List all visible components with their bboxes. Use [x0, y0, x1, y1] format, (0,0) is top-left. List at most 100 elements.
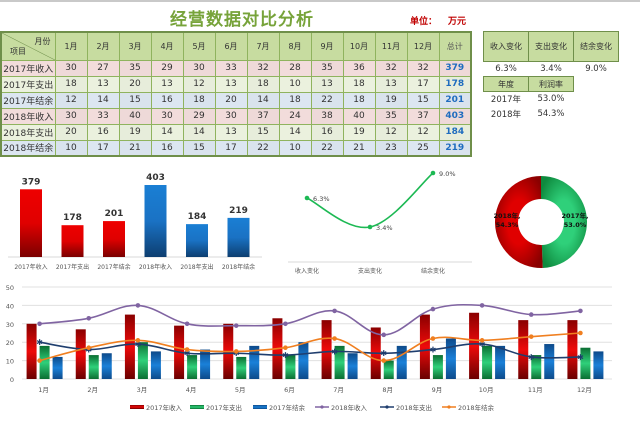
- page-title: 经营数据对比分析: [170, 10, 314, 30]
- column-header: 3月: [118, 31, 152, 61]
- unit-value: 万元: [448, 17, 467, 27]
- svg-text:✱: ✱: [85, 346, 92, 355]
- svg-text:3月: 3月: [137, 386, 148, 394]
- svg-text:178: 178: [63, 213, 82, 223]
- cell-value: 27: [86, 59, 120, 77]
- cell-value: 17: [214, 139, 248, 157]
- cell-value: 12: [182, 75, 216, 93]
- cell-value: 17: [86, 139, 120, 157]
- svg-text:403: 403: [146, 173, 165, 183]
- row-total: 178: [438, 75, 472, 93]
- svg-text:219: 219: [229, 206, 248, 216]
- svg-text:12月: 12月: [577, 386, 592, 394]
- svg-text:2017年收入: 2017年收入: [146, 403, 183, 412]
- column-header: 4月: [150, 31, 184, 61]
- cell-value: 30: [150, 107, 184, 125]
- svg-text:✱: ✱: [577, 353, 584, 362]
- cell-value: 35: [374, 107, 408, 125]
- cell-value: 14: [278, 123, 312, 141]
- svg-text:40: 40: [6, 302, 14, 310]
- top-divider: [0, 0, 640, 2]
- profit-header: 年度: [483, 76, 529, 92]
- svg-text:✱: ✱: [233, 349, 240, 358]
- svg-text:8月: 8月: [382, 386, 393, 394]
- monthly-combo-chart: 0 10 20 30 40 50 1月 2月 3月 4月 5月 6月 7月 8月 9月 10月 11月 12月 ✱ ✱…: [6, 284, 612, 412]
- column-header: 5月: [182, 31, 216, 61]
- cell-value: 33: [214, 59, 248, 77]
- column-header: 1月: [54, 31, 88, 61]
- svg-text:5月: 5月: [235, 386, 246, 394]
- cell-value: 29: [182, 107, 216, 125]
- svg-text:✱: ✱: [430, 346, 437, 355]
- svg-text:201: 201: [105, 209, 124, 219]
- svg-text:✱: ✱: [135, 340, 142, 349]
- svg-text:2017年结余: 2017年结余: [97, 263, 130, 271]
- corner-item-label: 项目: [10, 46, 26, 56]
- cell-value: 16: [86, 123, 120, 141]
- cell-value: 23: [374, 139, 408, 157]
- cell-value: 14: [182, 123, 216, 141]
- change-value: 3.4%: [540, 63, 562, 74]
- cell-value: 30: [54, 107, 88, 125]
- corner-month-label: 月份: [34, 37, 51, 46]
- profit-rate: 53.0%: [537, 94, 565, 105]
- column-header: 11月: [374, 31, 408, 61]
- svg-text:7月: 7月: [333, 386, 344, 394]
- corner-header: 月份 项目: [0, 31, 56, 61]
- svg-text:2017年结余: 2017年结余: [269, 403, 306, 412]
- svg-text:2018年收入: 2018年收入: [139, 263, 172, 271]
- chart-legend: 2017年收入 2017年支出 2017年结余 2018年收入 2018年支出 2018年…: [130, 403, 495, 412]
- total-bar: [61, 225, 84, 257]
- svg-text:2018年结余: 2018年结余: [222, 263, 255, 271]
- cell-value: 22: [310, 91, 344, 109]
- cell-value: 32: [246, 59, 280, 77]
- svg-text:✱: ✱: [479, 340, 486, 349]
- cell-value: 18: [54, 75, 88, 93]
- change-header: 结余变化: [573, 31, 619, 62]
- row-total: 403: [438, 107, 472, 125]
- cell-value: 18: [342, 91, 376, 109]
- table-row: 2017年收入 30 27 35 29 30 33 32 28 35 36 32 32 379: [0, 59, 472, 77]
- column-header: 10月: [342, 31, 376, 61]
- cell-value: 12: [374, 123, 408, 141]
- svg-text:✱: ✱: [380, 349, 387, 358]
- cell-value: 35: [118, 59, 152, 77]
- cell-value: 13: [214, 123, 248, 141]
- cell-value: 19: [374, 91, 408, 109]
- svg-text:2017年支出: 2017年支出: [206, 403, 242, 412]
- svg-text:9.0%: 9.0%: [439, 170, 456, 178]
- svg-text:2018年支出: 2018年支出: [180, 263, 213, 271]
- change-header: 收入变化: [483, 31, 529, 62]
- profit-header: 利润率: [528, 76, 574, 92]
- svg-text:✱: ✱: [36, 338, 43, 347]
- cell-value: 13: [86, 75, 120, 93]
- svg-text:2月: 2月: [87, 386, 98, 394]
- cell-value: 15: [182, 139, 216, 157]
- row-label: 2017年结余: [0, 91, 56, 109]
- total-bar: [20, 189, 42, 257]
- row-label: 2018年支出: [0, 123, 56, 141]
- table-row: 2017年结余 12 14 15 16 18 20 14 18 22 18 19 15 201: [0, 91, 472, 109]
- cell-value: 14: [86, 91, 120, 109]
- svg-text:10: 10: [6, 358, 14, 366]
- cell-value: 24: [278, 107, 312, 125]
- table-row: 2017年支出 18 13 20 13 12 13 18 10 13 18 13 17 178: [0, 75, 472, 93]
- row-total: 379: [438, 59, 472, 77]
- svg-text:4月: 4月: [186, 386, 197, 394]
- column-header: 2月: [86, 31, 120, 61]
- cell-value: 20: [54, 123, 88, 141]
- svg-text:2017年支出: 2017年支出: [56, 263, 89, 271]
- cell-value: 20: [118, 75, 152, 93]
- profit-donut-chart: 2017年,53.0% 2018年,54.3%: [493, 176, 589, 268]
- svg-text:2018年结余: 2018年结余: [458, 403, 495, 412]
- cell-value: 30: [214, 107, 248, 125]
- cell-value: 25: [406, 139, 440, 157]
- svg-text:50: 50: [6, 284, 14, 292]
- profit-year: 2018年: [490, 110, 522, 120]
- svg-text:✱: ✱: [528, 353, 535, 362]
- cell-value: 13: [214, 75, 248, 93]
- cell-value: 30: [54, 59, 88, 77]
- svg-text:✱: ✱: [331, 347, 338, 356]
- cell-value: 40: [342, 107, 376, 125]
- cell-value: 20: [214, 91, 248, 109]
